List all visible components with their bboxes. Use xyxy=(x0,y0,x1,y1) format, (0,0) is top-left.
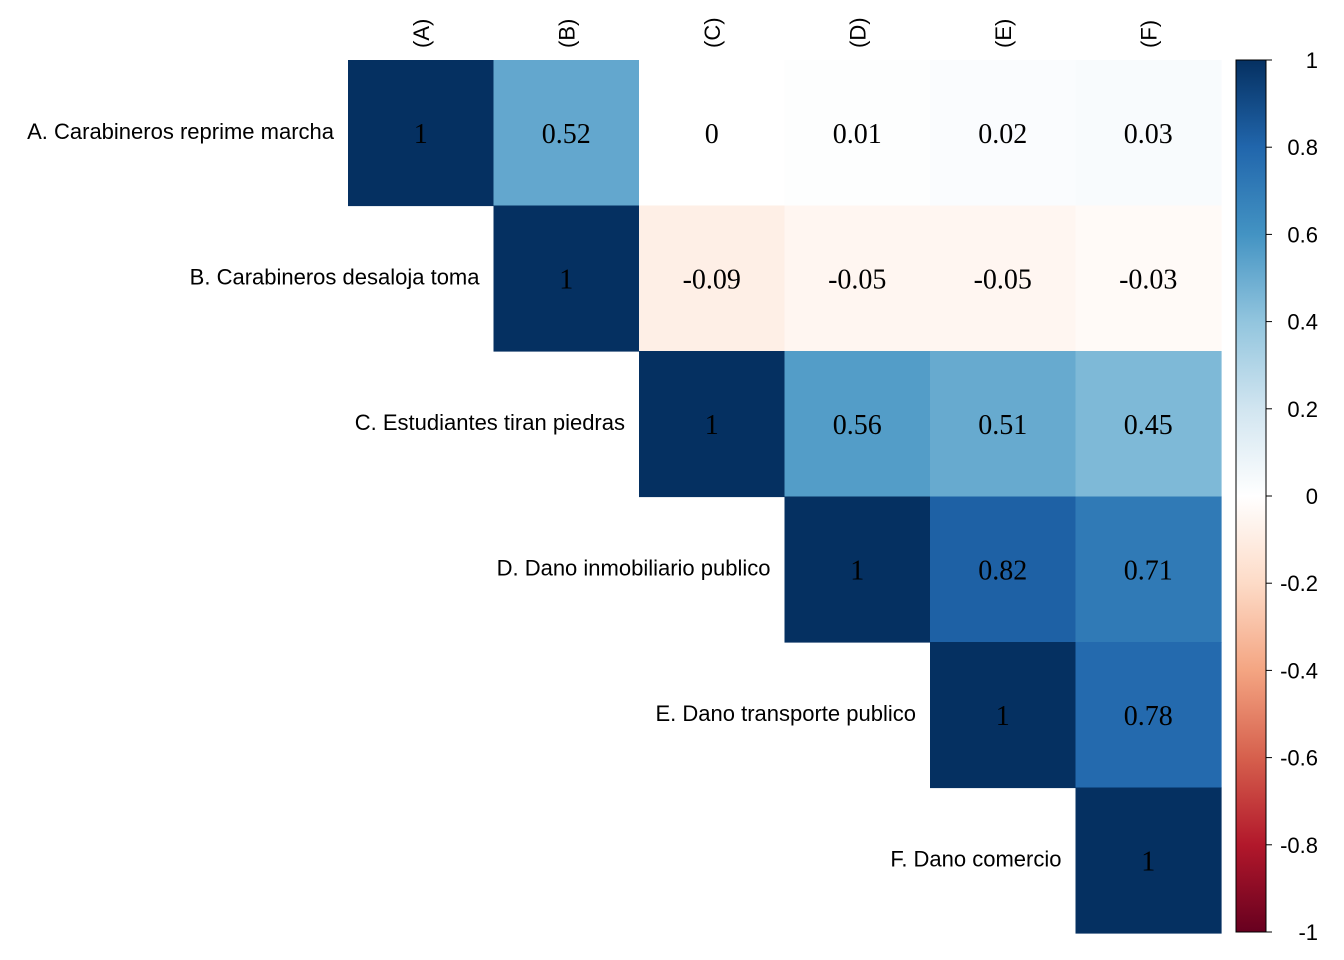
column-label: (A) xyxy=(409,19,434,48)
cell-value-label: 1 xyxy=(705,410,719,441)
colorbar-tick-label: 1 xyxy=(1306,48,1318,73)
heatmap-cell xyxy=(639,205,786,352)
heatmap-cell xyxy=(1075,642,1222,789)
cell-value-label: 0 xyxy=(705,119,719,150)
colorbar-tick-label: 0.8 xyxy=(1287,135,1318,160)
colorbar-tick-label: 0.2 xyxy=(1287,397,1318,422)
heatmap-cell xyxy=(930,60,1077,207)
colorbar-tick-label: -0.4 xyxy=(1280,658,1318,683)
colorbar-tick-label: -0.2 xyxy=(1280,571,1318,596)
cell-value-label: 0.56 xyxy=(833,410,882,441)
colorbar-tick-label: 0 xyxy=(1306,484,1318,509)
row-label: D. Dano inmobiliario publico xyxy=(497,555,771,580)
cell-value-label: 1 xyxy=(1141,846,1155,877)
heatmap-cell xyxy=(1075,496,1222,643)
heatmap-cell xyxy=(1075,787,1222,934)
column-labels: (A) (B) (C) (D) (E) (F) xyxy=(409,17,1162,48)
cell-value-label: 0.03 xyxy=(1124,119,1173,150)
cell-value-label: 0.02 xyxy=(978,119,1027,150)
heatmap-cell xyxy=(348,60,495,207)
cell-value-label: 0.71 xyxy=(1124,555,1173,586)
heatmap-cell xyxy=(493,60,640,207)
heatmap-cell xyxy=(784,351,931,498)
row-label: B. Carabineros desaloja toma xyxy=(190,264,481,289)
colorbar-tick-label: -0.8 xyxy=(1280,833,1318,858)
column-label: (F) xyxy=(1136,20,1161,48)
row-labels: A. Carabineros reprime marcha B. Carabine… xyxy=(27,119,1061,872)
heatmap-cell xyxy=(784,205,931,352)
colorbar-tick-label: -1 xyxy=(1298,920,1318,945)
cell-value-label: 1 xyxy=(414,119,428,150)
cell-value-label: 1 xyxy=(996,701,1010,732)
cell-value-label: 1 xyxy=(850,555,864,586)
heatmap-cell xyxy=(784,60,931,207)
heatmap-cell xyxy=(784,496,931,643)
row-label: C. Estudiantes tiran piedras xyxy=(355,410,625,435)
heatmap-cell xyxy=(639,351,786,498)
column-label: (C) xyxy=(700,17,725,48)
cell-value-label: 0.45 xyxy=(1124,410,1173,441)
cell-value-label: -0.05 xyxy=(974,264,1032,295)
heatmap-cell xyxy=(930,496,1077,643)
cell-value-label: -0.05 xyxy=(828,264,886,295)
heatmap-cell xyxy=(493,205,640,352)
row-label: A. Carabineros reprime marcha xyxy=(27,119,335,144)
colorbar-gradient xyxy=(1235,59,1267,933)
colorbar-tick-label: 0.4 xyxy=(1287,310,1318,335)
colorbar: 1 0.8 0.6 0.4 0.2 0 -0.2 -0.4 -0.6 -0.8 -1 xyxy=(1235,48,1318,945)
cell-value-label: 0.51 xyxy=(978,410,1027,441)
row-label: F. Dano comercio xyxy=(890,846,1061,871)
heatmap-cell xyxy=(930,351,1077,498)
colorbar-tick-label: 0.6 xyxy=(1287,222,1318,247)
column-label: (B) xyxy=(554,19,579,48)
heatmap-cells: 1 0.52 0 0.01 0.02 0.03 1 -0.09 -0.05 -0.05 -0.03 1… xyxy=(348,60,1222,934)
heatmap-cell xyxy=(1075,60,1222,207)
cell-value-label: 0.82 xyxy=(978,555,1027,586)
heatmap-cell xyxy=(930,642,1077,789)
cell-value-label: -0.03 xyxy=(1119,264,1177,295)
heatmap-cell xyxy=(930,205,1077,352)
heatmap-cell xyxy=(639,60,786,207)
column-label: (D) xyxy=(845,17,870,48)
colorbar-tick-label: -0.6 xyxy=(1280,746,1318,771)
cell-value-label: 1 xyxy=(559,264,573,295)
row-label: E. Dano transporte publico xyxy=(656,701,917,726)
cell-value-label: 0.52 xyxy=(542,119,591,150)
cell-value-label: 0.78 xyxy=(1124,701,1173,732)
column-label: (E) xyxy=(991,19,1016,48)
cell-value-label: 0.01 xyxy=(833,119,882,150)
heatmap-cell xyxy=(1075,351,1222,498)
cell-value-label: -0.09 xyxy=(683,264,741,295)
heatmap-cell xyxy=(1075,205,1222,352)
